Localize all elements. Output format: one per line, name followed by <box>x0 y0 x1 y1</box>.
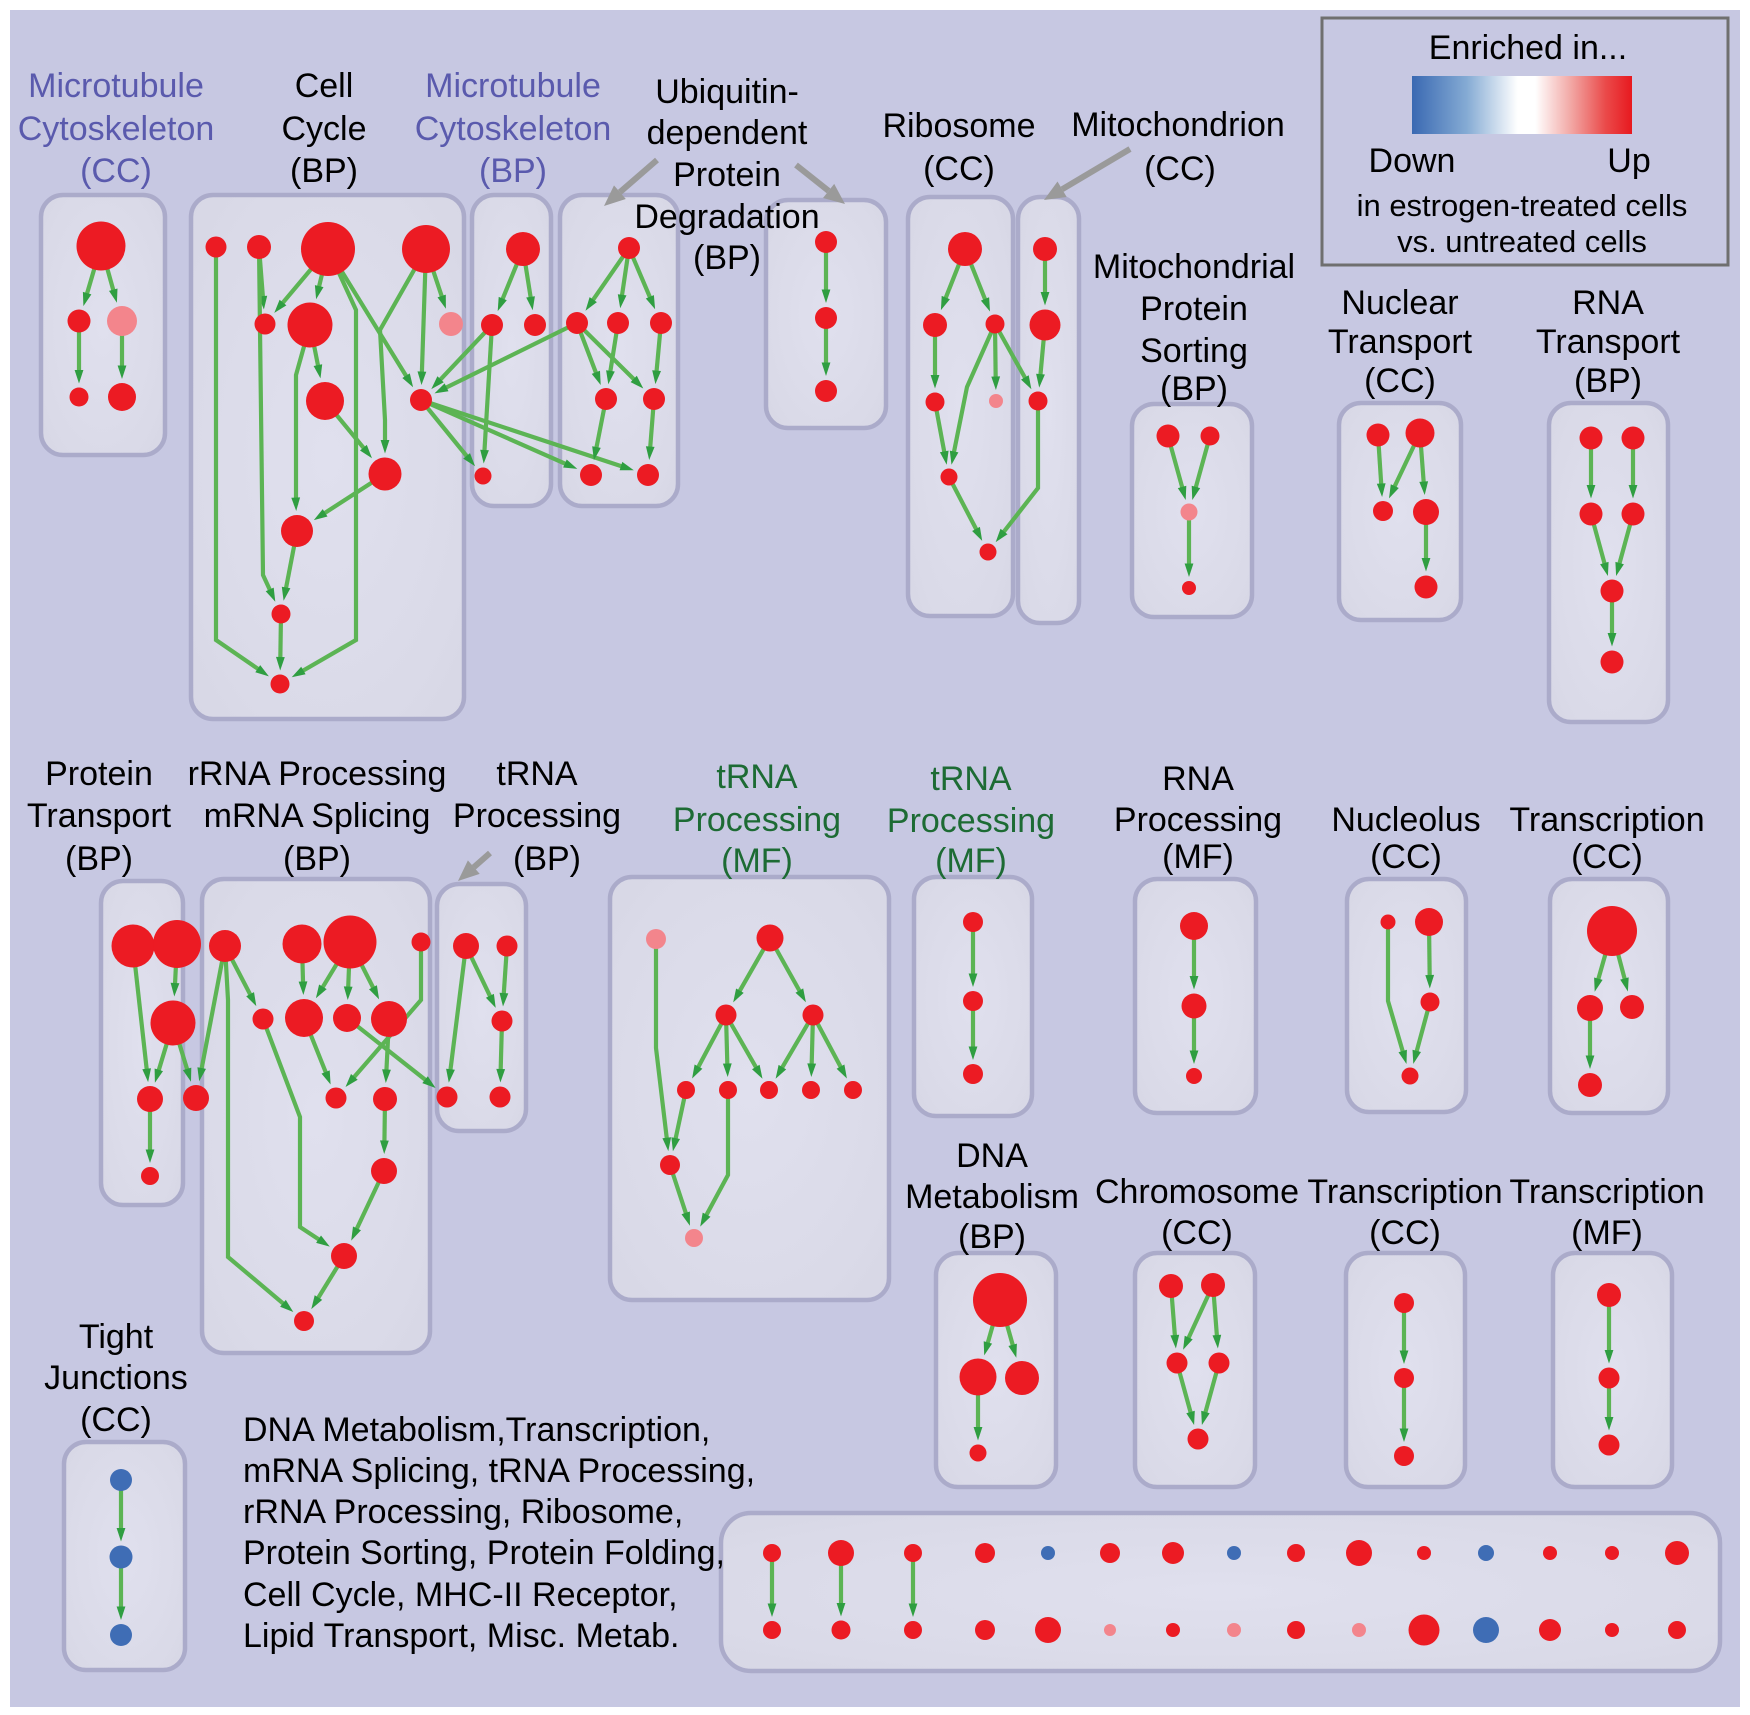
svg-text:(CC): (CC) <box>1571 838 1643 876</box>
svg-text:DNA: DNA <box>956 1137 1028 1175</box>
svg-text:(MF): (MF) <box>935 842 1007 880</box>
svg-text:Transcription: Transcription <box>1509 1173 1704 1211</box>
svg-text:(BP): (BP) <box>1574 362 1642 400</box>
svg-text:Junctions: Junctions <box>44 1359 188 1397</box>
svg-text:vs. untreated cells: vs. untreated cells <box>1397 224 1647 259</box>
svg-text:(BP): (BP) <box>479 152 547 190</box>
svg-text:(CC): (CC) <box>1370 838 1442 876</box>
svg-text:Chromosome: Chromosome <box>1095 1173 1299 1211</box>
svg-text:Ubiquitin-: Ubiquitin- <box>655 73 799 111</box>
svg-text:mRNA Splicing: mRNA Splicing <box>204 797 431 835</box>
svg-text:rRNA Processing, Ribosome,: rRNA Processing, Ribosome, <box>243 1493 683 1531</box>
svg-text:Tight: Tight <box>79 1318 154 1356</box>
svg-text:Transcription: Transcription <box>1307 1173 1502 1211</box>
svg-text:(CC): (CC) <box>1369 1214 1441 1252</box>
svg-text:(BP): (BP) <box>958 1218 1026 1256</box>
svg-text:RNA: RNA <box>1162 760 1234 798</box>
svg-text:(CC): (CC) <box>1161 1214 1233 1252</box>
svg-text:Protein: Protein <box>673 156 781 194</box>
svg-text:DNA Metabolism,Transcription,: DNA Metabolism,Transcription, <box>243 1411 710 1449</box>
svg-text:Microtubule: Microtubule <box>28 67 204 105</box>
svg-text:Lipid Transport, Misc. Metab.: Lipid Transport, Misc. Metab. <box>243 1617 680 1655</box>
svg-text:Processing: Processing <box>453 797 621 835</box>
svg-text:Processing: Processing <box>887 802 1055 840</box>
svg-text:tRNA: tRNA <box>930 760 1012 798</box>
svg-text:Nucleolus: Nucleolus <box>1331 801 1480 839</box>
svg-text:tRNA: tRNA <box>716 758 798 796</box>
svg-text:Microtubule: Microtubule <box>425 67 601 105</box>
svg-text:Processing: Processing <box>1114 801 1282 839</box>
svg-text:dependent: dependent <box>647 114 808 152</box>
svg-text:Cell Cycle, MHC-II Receptor,: Cell Cycle, MHC-II Receptor, <box>243 1576 678 1614</box>
svg-text:(CC): (CC) <box>923 150 995 188</box>
svg-text:Metabolism: Metabolism <box>905 1178 1079 1216</box>
svg-text:Sorting: Sorting <box>1140 332 1248 370</box>
svg-text:(BP): (BP) <box>1160 370 1228 408</box>
svg-text:tRNA: tRNA <box>496 755 578 793</box>
svg-text:Enriched in...: Enriched in... <box>1429 29 1627 67</box>
svg-text:(CC): (CC) <box>80 1401 152 1439</box>
svg-text:Ribosome: Ribosome <box>882 107 1035 145</box>
svg-text:Transport: Transport <box>27 797 172 835</box>
svg-text:Mitochondrial: Mitochondrial <box>1093 248 1295 286</box>
svg-text:Down: Down <box>1369 142 1456 180</box>
svg-text:Protein: Protein <box>1140 290 1248 328</box>
svg-text:(CC): (CC) <box>1144 150 1216 188</box>
svg-text:(MF): (MF) <box>1162 838 1234 876</box>
svg-text:(CC): (CC) <box>1364 362 1436 400</box>
svg-text:Processing: Processing <box>673 801 841 839</box>
svg-text:rRNA Processing: rRNA Processing <box>188 755 447 793</box>
svg-text:(BP): (BP) <box>283 840 351 878</box>
svg-text:Cell: Cell <box>295 67 354 105</box>
svg-text:Mitochondrion: Mitochondrion <box>1071 106 1285 144</box>
svg-text:(CC): (CC) <box>80 152 152 190</box>
svg-text:(MF): (MF) <box>721 842 793 880</box>
svg-text:Transport: Transport <box>1536 323 1681 361</box>
svg-text:Nuclear: Nuclear <box>1341 284 1458 322</box>
svg-text:(BP): (BP) <box>693 239 761 277</box>
svg-text:Up: Up <box>1607 142 1650 180</box>
svg-text:mRNA Splicing, tRNA Processing: mRNA Splicing, tRNA Processing, <box>243 1452 755 1490</box>
svg-text:Degradation: Degradation <box>634 198 819 236</box>
svg-text:Cytoskeleton: Cytoskeleton <box>415 110 612 148</box>
svg-text:(BP): (BP) <box>65 840 133 878</box>
svg-text:Protein Sorting, Protein Foldi: Protein Sorting, Protein Folding, <box>243 1534 725 1572</box>
svg-text:Protein: Protein <box>45 755 153 793</box>
svg-text:Transcription: Transcription <box>1509 801 1704 839</box>
svg-text:Cytoskeleton: Cytoskeleton <box>18 110 215 148</box>
svg-text:RNA: RNA <box>1572 284 1644 322</box>
svg-text:Transport: Transport <box>1328 323 1473 361</box>
svg-text:(BP): (BP) <box>290 152 358 190</box>
svg-text:in estrogen-treated cells: in estrogen-treated cells <box>1357 188 1688 223</box>
svg-text:Cycle: Cycle <box>281 110 366 148</box>
svg-text:(MF): (MF) <box>1571 1214 1643 1252</box>
svg-text:(BP): (BP) <box>513 840 581 878</box>
